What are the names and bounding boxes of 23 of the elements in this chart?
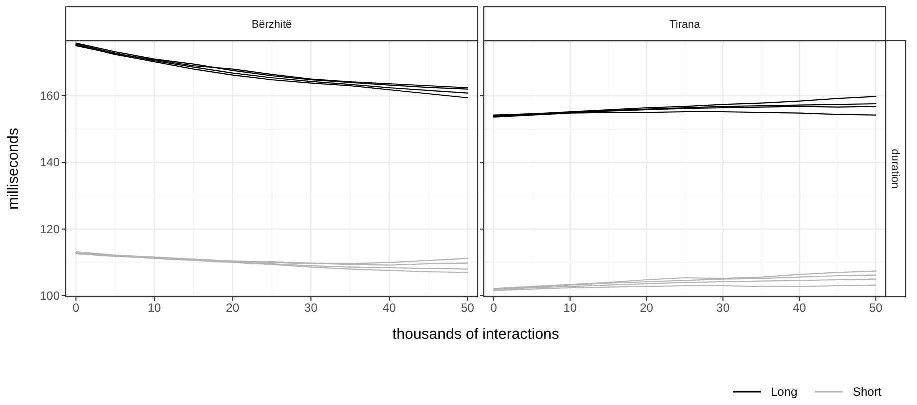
- x-tick-label: 50: [869, 301, 884, 315]
- x-tick-label: 40: [382, 301, 396, 315]
- x-tick-label: 40: [792, 301, 807, 315]
- x-tick-label: 10: [148, 301, 162, 315]
- chart-title: Bërzhitë: [252, 19, 292, 31]
- y-tick-label: 160: [40, 89, 60, 103]
- y-axis-title: milliseconds: [5, 128, 22, 210]
- y-tick-label: 100: [40, 289, 60, 303]
- text: duration: [889, 149, 901, 189]
- x-tick-label: 30: [304, 301, 318, 315]
- x-tick-label: 50: [461, 301, 475, 315]
- y-tick-label: 140: [40, 156, 60, 170]
- x-tick-label: 20: [226, 301, 240, 315]
- y-tick-label: 120: [40, 222, 60, 236]
- chart-title: Tirana: [670, 19, 702, 31]
- x-axis-title: thousands of interactions: [392, 326, 560, 343]
- x-tick-label: 0: [72, 301, 80, 315]
- legend-label: Long: [771, 385, 798, 399]
- x-tick-label: 0: [490, 301, 498, 315]
- legend-label: Short: [853, 385, 882, 399]
- x-tick-label: 20: [640, 301, 654, 315]
- x-tick-label: 10: [564, 301, 578, 315]
- x-tick-label: 30: [716, 301, 730, 315]
